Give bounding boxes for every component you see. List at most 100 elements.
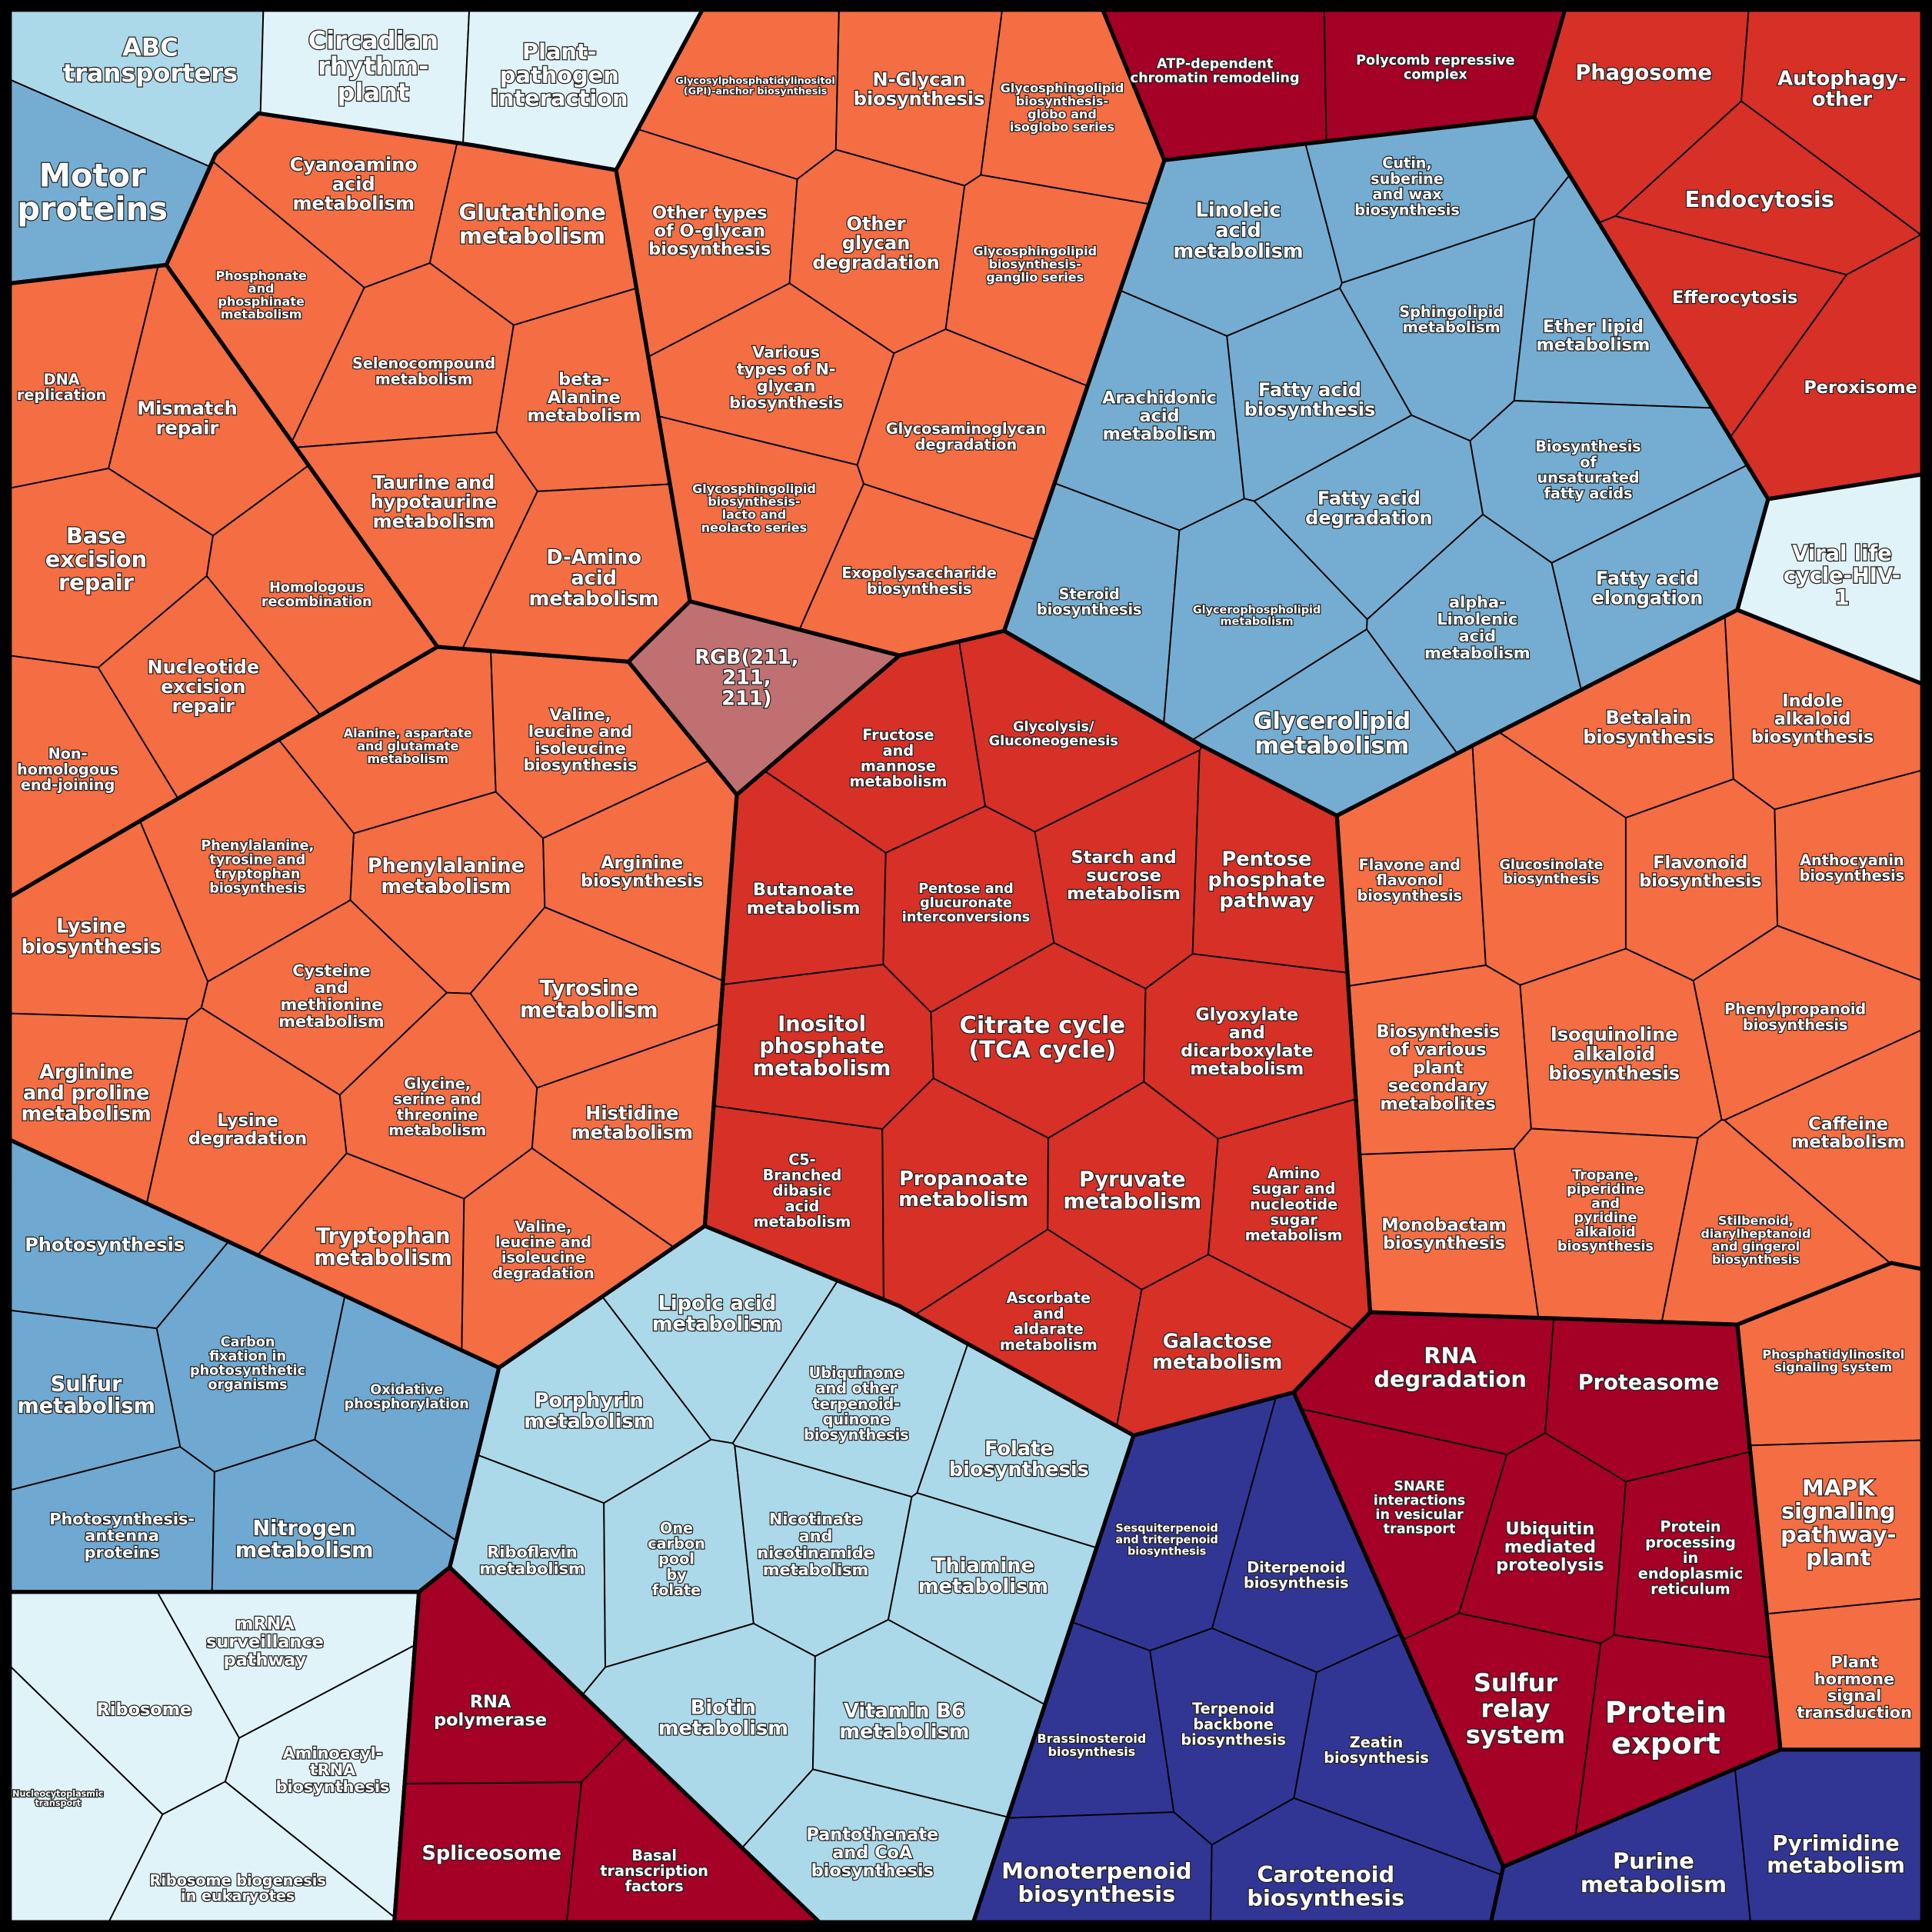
cell-label: metabolites	[1380, 1094, 1495, 1114]
cell-label: One	[660, 1519, 693, 1537]
cell-label: replication	[17, 386, 106, 404]
cell-label: biosynthesis	[1018, 1881, 1175, 1907]
cell-label: Glucosinolate	[1499, 858, 1603, 873]
cell-label: Fructose	[862, 726, 934, 744]
cell-label: carbon	[648, 1534, 705, 1552]
cell-label: pathway	[1219, 889, 1314, 912]
cell-label: biosynthesis	[1037, 601, 1142, 618]
cell-label: acid	[1459, 627, 1496, 645]
cell-label: isoleucine	[535, 739, 625, 758]
cell-label: Alanine, aspartate	[344, 726, 472, 741]
cell-label: Vitamin B6	[844, 1700, 965, 1723]
cell-label: acid	[571, 567, 617, 590]
cell-label: Flavonoid	[1653, 853, 1747, 873]
cell-label: Pentose and	[918, 881, 1013, 897]
cell-label: Viral life	[1792, 542, 1891, 566]
cell-label: Glutathione	[458, 199, 605, 225]
cell-label: metabolism	[1190, 1059, 1304, 1079]
cell-label: Mismatch	[137, 398, 237, 419]
cell-label: Various	[752, 343, 820, 361]
cell-label: Linoleic	[1195, 198, 1281, 222]
cell-label: biosynthesis	[1639, 871, 1761, 891]
cell-label: Glycerophospholipid	[1193, 604, 1321, 616]
cell-label: biosynthesis	[1128, 1546, 1206, 1558]
cell-label: metabolism	[1063, 1190, 1201, 1214]
cell-label: and	[1229, 1023, 1265, 1043]
cell-label: biosynthesis	[581, 871, 703, 891]
cell-label: Ubiquinone	[809, 1364, 904, 1381]
cell-label: of various	[1390, 1040, 1487, 1060]
cell-label: and	[1591, 1197, 1620, 1212]
cell-label: metabolism	[1174, 240, 1304, 263]
cell-label: Glycine,	[404, 1074, 471, 1092]
cell-label: transport	[1384, 1522, 1456, 1537]
cell-label: Protein	[1605, 1696, 1727, 1730]
cell-label: quinone	[823, 1411, 891, 1428]
cell-label: metabolism	[747, 898, 861, 918]
cell-label: proteolysis	[1496, 1555, 1604, 1575]
cell-label: biosynthesis	[1244, 1574, 1349, 1592]
cell-label: Spliceosome	[421, 1842, 561, 1865]
cell-label: Biosynthesis	[1376, 1021, 1499, 1041]
cell-label: surveillance	[206, 1632, 324, 1652]
cell-label: folate	[652, 1581, 701, 1599]
cell-label: RNA	[470, 1692, 511, 1712]
cell-label: mannose	[861, 757, 936, 774]
cell-label: biosynthesis	[1548, 1063, 1680, 1084]
cell-label: biosynthesis	[524, 756, 638, 774]
cell-label: and	[315, 978, 348, 997]
cell-label: antenna	[85, 1527, 159, 1545]
cell-label: sugar and	[1252, 1180, 1335, 1198]
cell-label: organisms	[208, 1377, 287, 1393]
cell-label: Riboflavin	[487, 1543, 577, 1561]
cell-label: Stilbenoid,	[1718, 1214, 1794, 1228]
cell-label: acid	[785, 1198, 820, 1215]
cell-label: degradation	[812, 251, 939, 273]
cell-label: repair	[172, 695, 235, 717]
cell-label: Branched	[763, 1166, 842, 1184]
cell-label: SNARE	[1394, 1479, 1445, 1494]
cell-label: metabolism	[1103, 425, 1217, 445]
cell-label: metabolism	[17, 1394, 155, 1418]
cell-label: and wax	[1372, 185, 1442, 203]
cell-label: Purine	[1613, 1848, 1694, 1874]
cell-label: 211,	[722, 667, 771, 690]
cell-label: metabolism	[293, 193, 415, 215]
cell-label: Arginine	[601, 853, 683, 873]
cell-label: biosynthesis	[811, 1861, 934, 1881]
cell-label: biosynthesis	[1354, 201, 1460, 218]
cell-label: in	[1683, 1549, 1698, 1567]
cell-label: biosynthesis	[22, 936, 162, 959]
cell-label: interconversions	[902, 910, 1030, 925]
cell-label: and triterpenoid	[1115, 1534, 1217, 1547]
cell-label: degradation	[188, 1128, 307, 1148]
cell-label: polymerase	[434, 1710, 547, 1730]
cell-label: suberine	[1371, 170, 1444, 188]
cell-label: and glutamate	[357, 738, 458, 753]
cell-label: Biotin	[691, 1696, 756, 1719]
cell-label: metabolism	[235, 1538, 374, 1562]
cell-label: Citrate cycle	[960, 1012, 1126, 1039]
cell-label: metabolism	[918, 1575, 1048, 1598]
cell-label: transporters	[63, 58, 238, 88]
cell-label: Tryptophan	[316, 1224, 451, 1248]
group-outline	[1488, 1747, 1924, 1924]
cell-label: lacto and	[722, 508, 787, 522]
cell-label: serine and	[394, 1091, 481, 1108]
cell-label: biosynthesis	[209, 881, 305, 897]
cell-label: metabolism	[571, 1122, 693, 1144]
cell-label: Ubiquitin	[1505, 1519, 1594, 1539]
cell-label: 211)	[721, 688, 771, 711]
cell-label: Biosynthesis	[1535, 438, 1641, 455]
cell-label: Nitrogen	[252, 1517, 356, 1541]
cell-label: metabolism	[388, 1121, 486, 1139]
cell-label: biosynthesis	[276, 1777, 390, 1796]
cell-label: biosynthesis	[1048, 1744, 1136, 1759]
cell-label: Homologous	[269, 581, 364, 596]
cell-label: Glycolysis/	[1013, 720, 1094, 735]
cell-label: Glycosphingolipid	[1001, 81, 1124, 95]
cell-label: plant	[1413, 1058, 1464, 1078]
cell-label: metabolism	[1403, 318, 1501, 336]
